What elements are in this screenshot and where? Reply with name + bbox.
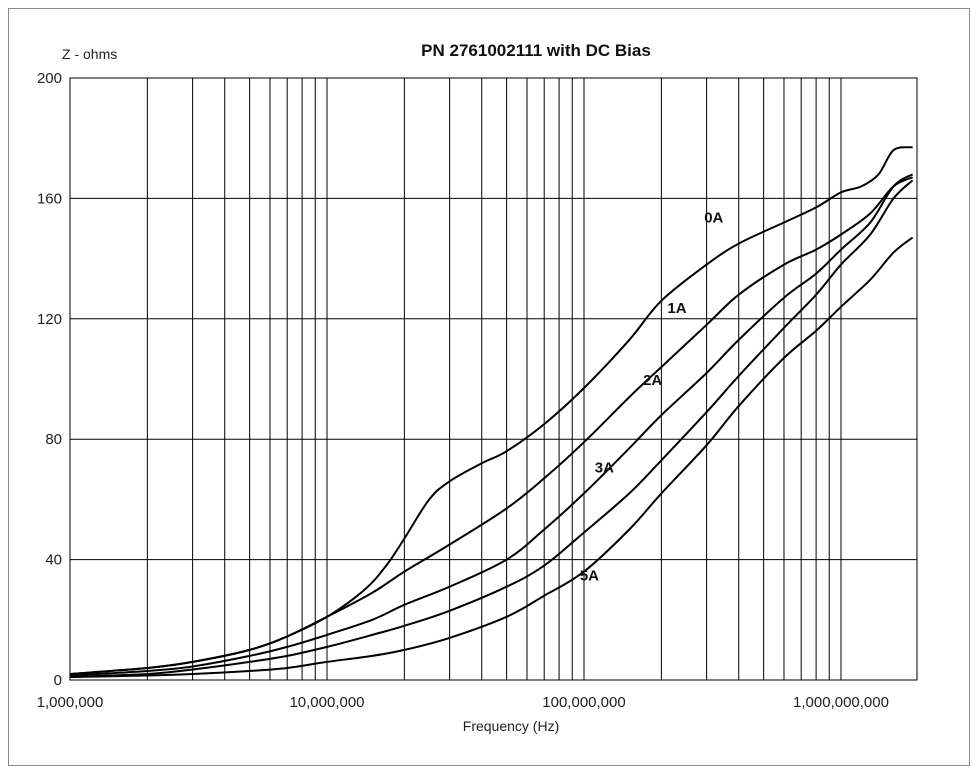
x-tick-label: 10,000,000 xyxy=(289,694,364,711)
series-lines xyxy=(69,146,914,678)
y-tick-label: 80 xyxy=(45,431,62,448)
series-line-3a xyxy=(69,179,914,678)
series-line-1a xyxy=(69,176,914,675)
series-line-5a xyxy=(69,236,914,678)
series-label-3a: 3A xyxy=(595,459,614,476)
y-tick-label: 40 xyxy=(45,552,62,569)
vertical-gridlines xyxy=(146,78,842,680)
y-axis-label: Z - ohms xyxy=(62,46,117,62)
chart-title: PN 2761002111 with DC Bias xyxy=(421,41,651,60)
y-tick-label: 200 xyxy=(37,70,62,87)
plot-area-border xyxy=(69,77,918,681)
series-label-1a: 1A xyxy=(667,300,686,317)
y-tick-label: 120 xyxy=(37,311,62,328)
y-axis-tick-labels: 0 40 80 120 160 200 xyxy=(37,70,62,689)
series-label-2a: 2A xyxy=(643,372,662,389)
horizontal-gridlines xyxy=(70,197,917,561)
series-line-0a xyxy=(69,146,913,675)
series-line-2a xyxy=(69,173,914,677)
x-tick-label: 100,000,000 xyxy=(542,694,625,711)
chart-frame: 0 40 80 120 160 200 1,000,000 10,000,000 100,00… xyxy=(8,8,970,766)
y-tick-label: 160 xyxy=(37,190,62,207)
y-tick-label: 0 xyxy=(54,672,62,689)
series-label-0a: 0A xyxy=(704,209,723,226)
impedance-chart: 0 40 80 120 160 200 1,000,000 10,000,000 100,00… xyxy=(37,41,918,734)
series-labels: 0A 1A 2A 3A 5A xyxy=(580,209,724,584)
x-axis-label: Frequency (Hz) xyxy=(463,718,559,734)
x-tick-label: 1,000,000,000 xyxy=(793,694,889,711)
x-tick-label: 1,000,000 xyxy=(37,694,104,711)
x-axis-tick-labels: 1,000,000 10,000,000 100,000,000 1,000,000,… xyxy=(37,694,889,711)
series-label-5a: 5A xyxy=(580,568,599,585)
